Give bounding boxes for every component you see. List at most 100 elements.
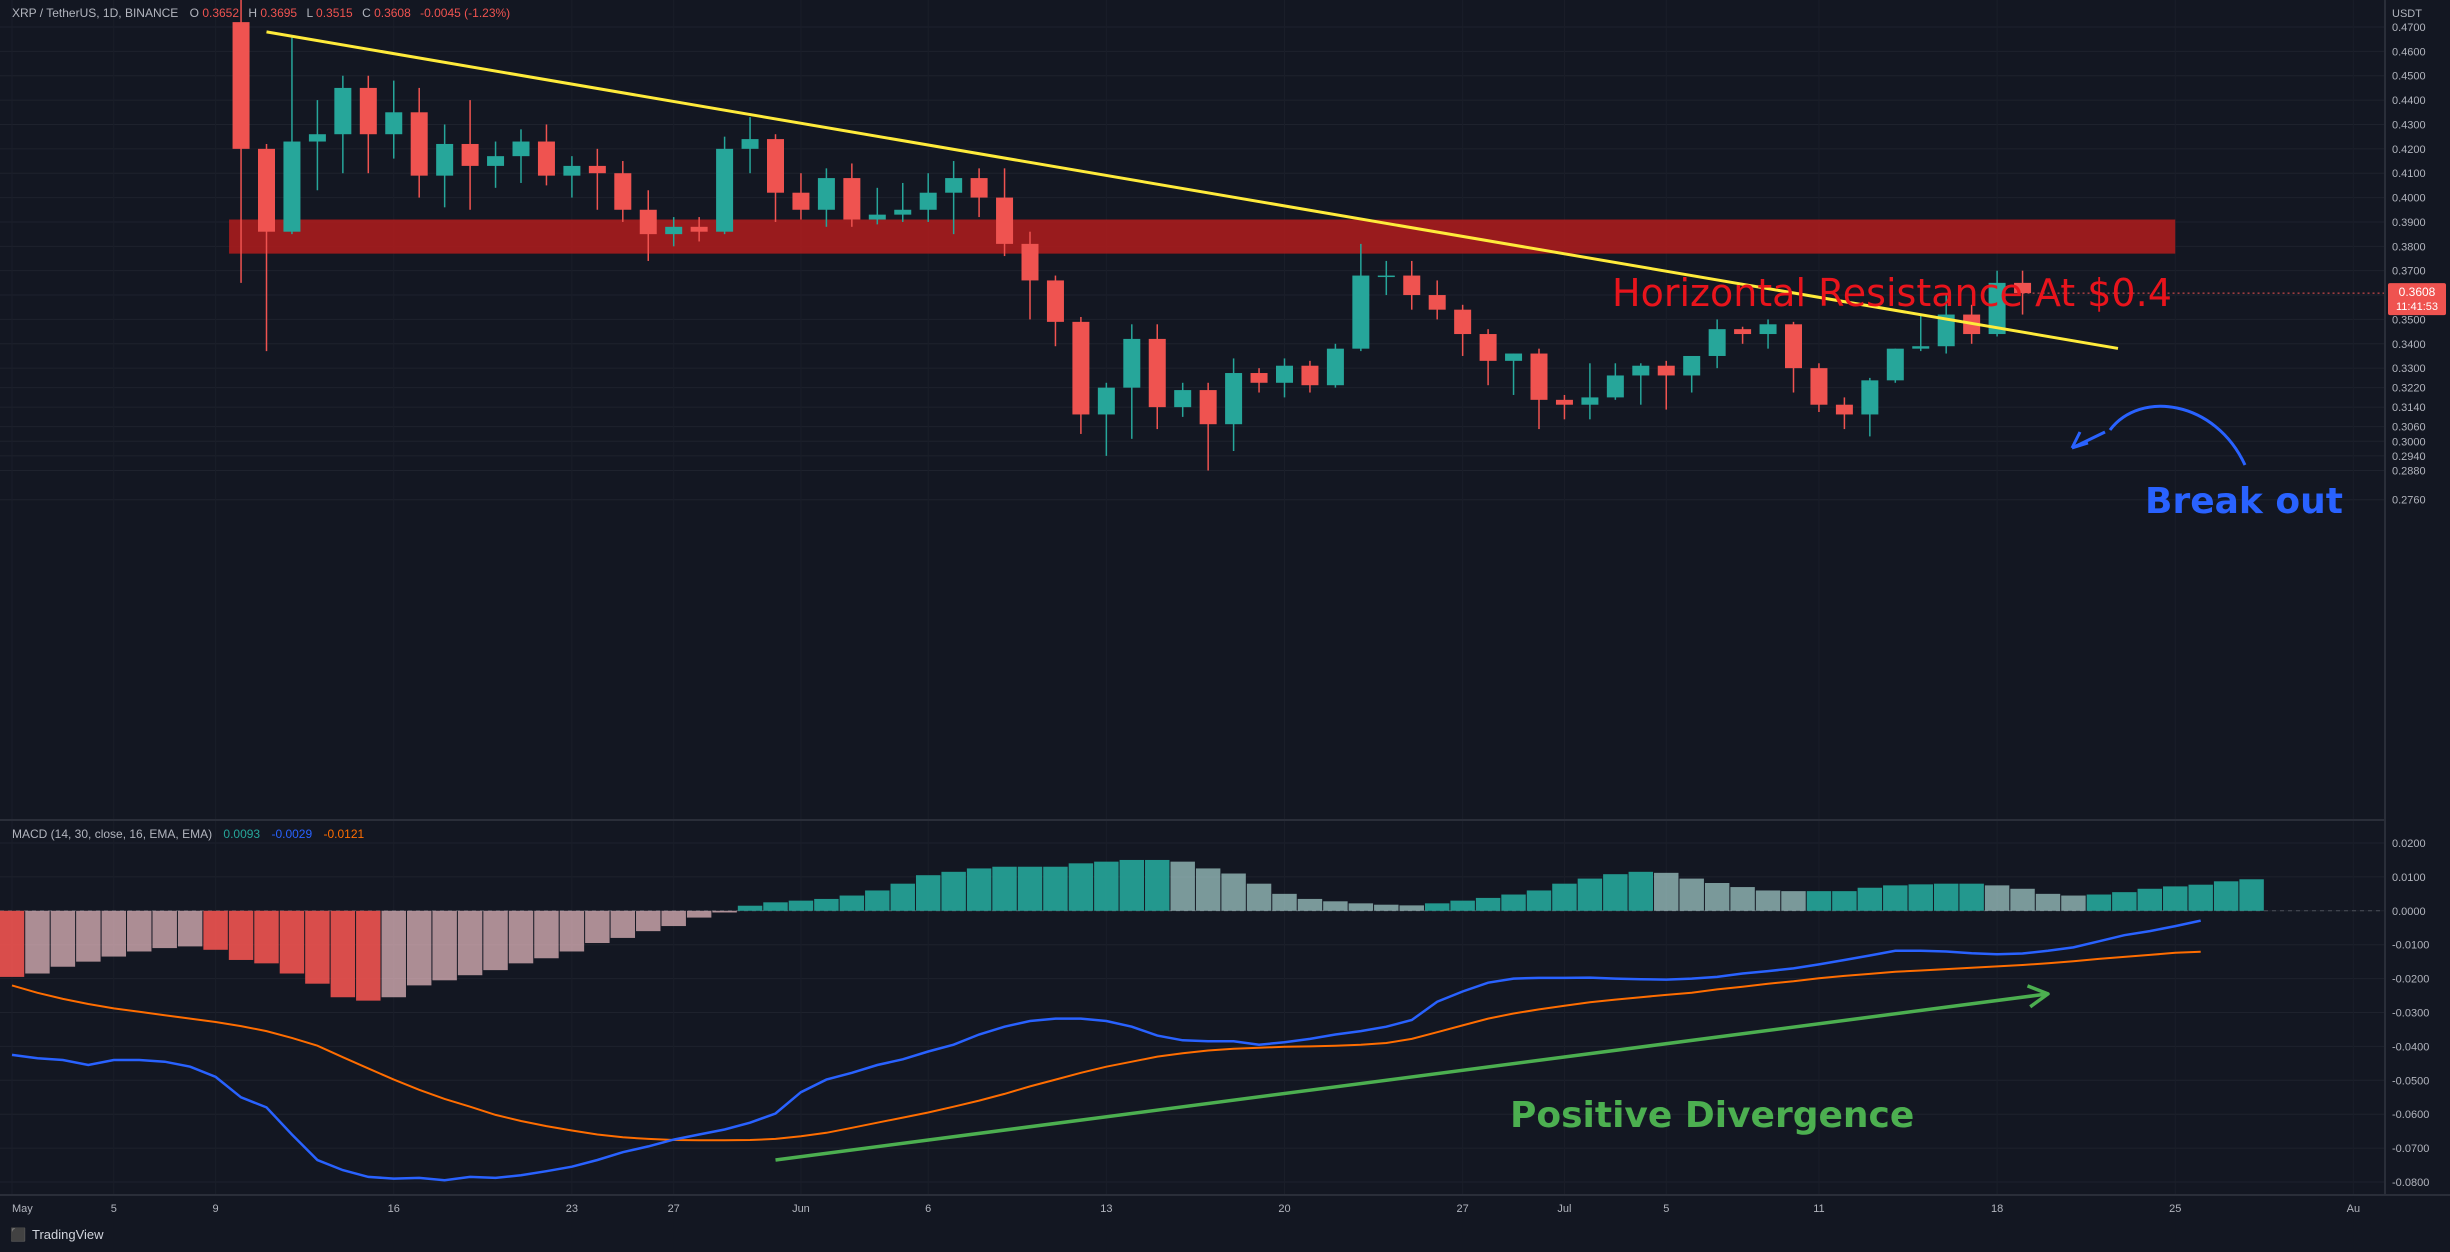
open-value: 0.3652 — [202, 6, 239, 20]
trendline-layer — [266, 30, 2119, 350]
macd-tick-label: -0.0200 — [2392, 974, 2429, 986]
macd-line — [11, 919, 2201, 1182]
breakout-annotation: Break out — [2145, 481, 2343, 522]
candle-body — [716, 148, 734, 232]
macd-histogram-bar — [610, 910, 636, 938]
macd-histogram-bar — [1297, 898, 1323, 911]
macd-tick-label: -0.0600 — [2392, 1109, 2429, 1121]
macd-tick-label: 0.0000 — [2392, 906, 2426, 918]
macd-histogram-bar — [1348, 903, 1374, 911]
macd-histogram-bar — [381, 910, 406, 998]
candle-body — [1886, 348, 1904, 381]
candle-body — [868, 214, 886, 220]
macd-histogram-bar — [2061, 895, 2086, 911]
macd-histogram-bar — [1908, 884, 1933, 911]
candle-body — [1581, 397, 1599, 405]
candle-body — [461, 143, 479, 166]
macd-histogram-bar — [1704, 883, 1730, 911]
price-tick-label: 0.4200 — [2392, 144, 2426, 156]
time-tick-label: May — [12, 1203, 33, 1215]
candle-body — [1759, 324, 1777, 335]
price-tick-label: 0.4100 — [2392, 168, 2426, 180]
candle-body — [1352, 275, 1370, 349]
macd-tick-label: -0.0400 — [2392, 1041, 2429, 1053]
candle-body — [1174, 390, 1192, 408]
macd-histogram-bar — [1145, 859, 1170, 911]
candle-body — [1479, 334, 1497, 361]
macd-histogram-bar — [330, 910, 356, 998]
macd-histogram-bar — [1475, 897, 1501, 911]
macd-histogram-bar — [1501, 894, 1526, 911]
macd-lines-layer — [11, 919, 2201, 1182]
high-label: H — [248, 6, 257, 20]
candle-body — [232, 22, 250, 149]
macd-histogram-bar — [1424, 903, 1450, 911]
macd-histogram-bar — [101, 910, 127, 957]
candle-body — [1530, 353, 1548, 400]
symbol-title: XRP / TetherUS, 1D, BINANCE O 0.3652 H 0… — [12, 6, 510, 20]
macd-histogram-bar — [1374, 904, 1399, 911]
macd-histogram-bar — [1221, 873, 1246, 911]
macd-histogram-bar — [1246, 883, 1272, 911]
tradingview-icon: ⬛ — [10, 1227, 26, 1242]
candle-body — [996, 197, 1014, 244]
bar-countdown: 11:41:53 — [2396, 301, 2438, 313]
candle-body — [792, 192, 810, 210]
macd-histogram-bar — [763, 902, 788, 911]
price-tick-label: 0.2940 — [2392, 451, 2426, 463]
candle-body — [1683, 355, 1701, 376]
macd-histogram-bar — [1755, 890, 1781, 911]
current-price-value: 0.3608 — [2399, 285, 2436, 299]
macd-axis[interactable]: 0.0200 0.0100 0.0000 -0.0100 -0.0200 -0.0300 -… — [2392, 838, 2429, 1189]
divergence-arrow-layer — [775, 984, 2050, 1162]
low-value: 0.3515 — [316, 6, 353, 20]
change-value: -0.0045 (-1.23%) — [420, 6, 510, 20]
macd-tick-label: -0.0500 — [2392, 1075, 2429, 1087]
candle-body — [894, 209, 912, 215]
candle-body — [665, 226, 683, 235]
macd-histogram-bar — [1526, 890, 1552, 911]
price-tick-label: 0.3220 — [2392, 383, 2426, 395]
macd-histogram-bar — [1577, 878, 1603, 911]
macd-histogram-bar — [839, 895, 865, 911]
macd-histogram-bar — [356, 910, 381, 1001]
time-tick-label: 5 — [111, 1203, 117, 1215]
macd-histogram-bar — [559, 910, 585, 952]
macd-histogram-bar — [2086, 894, 2112, 911]
macd-histogram-bar — [1959, 883, 1984, 911]
macd-histogram-bar — [1730, 887, 1755, 911]
macd-histogram-bar — [2112, 892, 2137, 911]
candle-body — [614, 173, 632, 210]
candle-body — [334, 87, 352, 135]
macd-signal-line — [11, 950, 2201, 1142]
candle-body — [945, 178, 963, 193]
price-tick-label: 0.4000 — [2392, 193, 2426, 205]
candle-body — [283, 141, 301, 232]
macd-histogram-bar — [1068, 863, 1094, 911]
time-tick-label: Jun — [792, 1203, 810, 1215]
macd-histogram-bar — [0, 910, 25, 977]
candle-body — [1097, 387, 1115, 415]
candle-body — [1301, 365, 1319, 386]
macd-histogram-bar — [1195, 868, 1221, 911]
macd-histogram-bar — [1450, 900, 1475, 911]
macd-histogram-bar — [788, 900, 814, 911]
macd-histogram-bar — [737, 905, 763, 911]
divergence-arrow-head — [2026, 984, 2050, 1009]
high-value: 0.3695 — [260, 6, 297, 20]
tradingview-logo[interactable]: ⬛ TradingView — [10, 1227, 104, 1242]
time-tick-label: Au — [2347, 1203, 2360, 1215]
candle-body — [1199, 390, 1217, 425]
time-tick-label: 9 — [213, 1203, 219, 1215]
time-tick-label: 20 — [1278, 1203, 1290, 1215]
macd-histogram-bar — [25, 910, 50, 974]
price-tick-label: 0.3000 — [2392, 436, 2426, 448]
time-axis[interactable]: May 5 9 16 23 27 Jun 6 13 20 27 Jul 5 11 18 25 Au — [12, 1203, 2360, 1215]
macd-histogram-bar — [152, 910, 177, 949]
macd-histogram-bar — [966, 868, 992, 911]
macd-histogram-bar — [2035, 893, 2061, 911]
breakout-curve-arrow — [2108, 404, 2247, 466]
candle-body — [385, 112, 403, 135]
macd-histogram-bar — [915, 875, 941, 911]
